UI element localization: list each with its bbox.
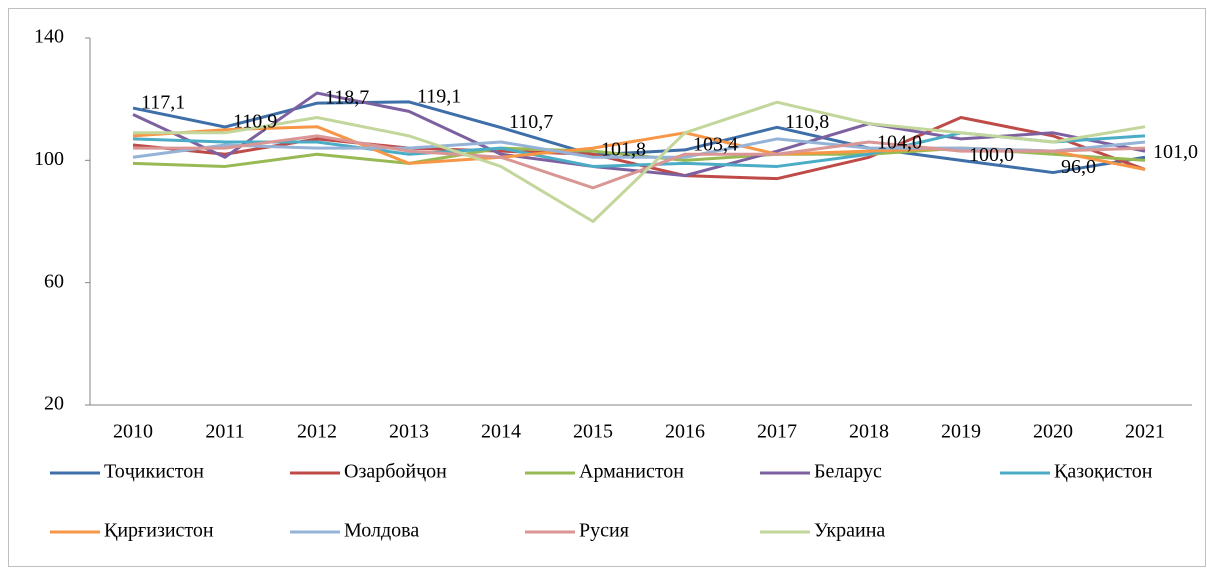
legend-label: Русия xyxy=(579,520,629,542)
data-label: 118,7 xyxy=(325,87,369,109)
x-tick-label: 2012 xyxy=(297,421,337,443)
y-tick-label: 20 xyxy=(44,393,64,415)
data-label: 101,0 xyxy=(1153,141,1198,163)
legend-label: Қирғизистон xyxy=(104,520,214,542)
x-tick-label: 2013 xyxy=(389,421,429,443)
x-tick-label: 2021 xyxy=(1125,421,1165,443)
y-tick-label: 140 xyxy=(34,26,64,48)
series-line xyxy=(133,134,1146,190)
chart-border xyxy=(8,8,1206,567)
x-tick-label: 2011 xyxy=(205,421,244,443)
data-label: 117,1 xyxy=(141,92,185,114)
series-line xyxy=(132,100,1146,175)
data-label: 96,0 xyxy=(1061,156,1096,178)
x-tick-label: 2010 xyxy=(113,421,153,443)
legend-label: Украина xyxy=(814,520,885,542)
x-tick-label: 2015 xyxy=(573,421,613,443)
data-label: 110,7 xyxy=(509,111,553,133)
legend-label: Озарбойҷон xyxy=(344,461,447,483)
x-tick-label: 2018 xyxy=(849,421,889,443)
data-label: 101,8 xyxy=(601,138,646,160)
x-tick-label: 2014 xyxy=(481,421,521,443)
x-tick-label: 2016 xyxy=(665,421,705,443)
data-label: 100,0 xyxy=(969,144,1014,166)
y-tick-label: 100 xyxy=(34,148,64,170)
y-tick-label: 60 xyxy=(44,270,64,292)
data-label: 103,4 xyxy=(693,134,738,156)
data-label: 119,1 xyxy=(417,86,461,108)
x-tick-label: 2019 xyxy=(941,421,981,443)
legend-label: Беларус xyxy=(814,461,882,483)
x-tick-label: 2020 xyxy=(1033,421,1073,443)
legend-label: Қазоқистон xyxy=(1054,461,1153,483)
data-label: 110,9 xyxy=(233,111,277,133)
data-label: 110,8 xyxy=(785,111,829,133)
legend-label: Арманистон xyxy=(579,461,684,483)
series-line xyxy=(132,137,1146,159)
legend-label: Тоҷикистон xyxy=(104,461,204,483)
x-tick-label: 2017 xyxy=(757,421,797,443)
series-line xyxy=(133,100,1146,223)
data-label: 104,0 xyxy=(877,132,922,154)
legend-label: Молдова xyxy=(344,520,419,542)
